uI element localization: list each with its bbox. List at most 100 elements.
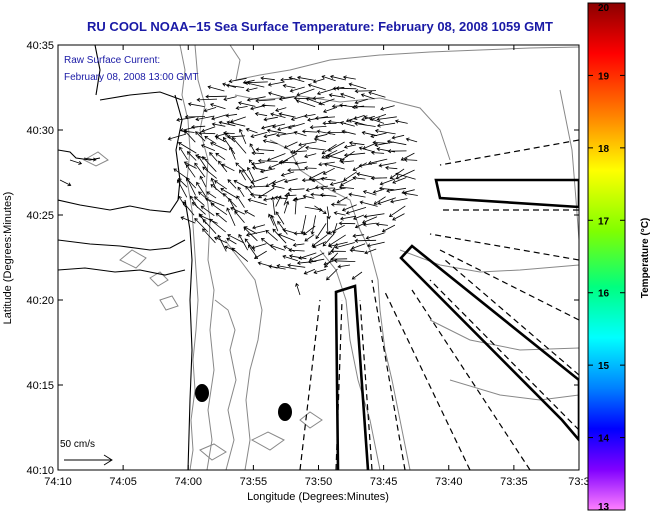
current-vector-arrow <box>247 244 259 259</box>
x-tick-label: 73:3 <box>568 476 589 488</box>
current-vector-arrow <box>244 238 256 252</box>
current-vector-arrow <box>204 197 225 207</box>
current-vector-arrow <box>200 144 216 151</box>
current-vector-arrow <box>380 105 395 111</box>
current-vector-arrow <box>310 192 326 197</box>
current-vector-arrow <box>374 141 395 147</box>
current-vector-arrow <box>278 112 296 118</box>
current-vector-arrow <box>322 121 337 126</box>
current-vector-arrow <box>226 134 245 139</box>
x-tick-label: 74:05 <box>109 476 137 488</box>
current-vector-arrow <box>269 244 285 251</box>
current-vector-arrow <box>330 202 347 207</box>
current-vector-arrow <box>307 83 326 91</box>
current-vector-arrow <box>278 160 296 165</box>
current-vector-arrow <box>295 99 316 108</box>
current-vector-arrow <box>190 124 206 130</box>
current-vector-arrow <box>229 146 236 160</box>
current-vector-arrow <box>328 224 345 235</box>
current-vector-arrow <box>301 129 318 134</box>
current-vector-arrow <box>260 124 276 130</box>
current-vector-arrow <box>337 264 351 269</box>
current-vector-arrow <box>321 75 336 82</box>
current-vector-arrow <box>362 190 377 196</box>
current-vector-arrow <box>354 98 368 105</box>
current-vector-arrow <box>313 268 327 275</box>
current-vector-arrow <box>375 222 388 227</box>
current-vector-arrow <box>387 149 407 154</box>
colorbar-tick-label: 15 <box>598 361 610 372</box>
current-vector-arrow <box>314 185 329 190</box>
current-vector-arrow <box>293 130 307 137</box>
current-vector-arrow <box>296 260 317 265</box>
current-vector-arrow <box>323 162 345 170</box>
current-vector-arrow <box>341 129 356 135</box>
current-vector-arrow <box>263 133 277 139</box>
current-vector-arrow <box>289 149 308 155</box>
current-vector-arrow <box>392 213 405 221</box>
surface-current-vectors <box>59 74 418 296</box>
y-tick-label: 40:35 <box>26 40 54 52</box>
current-vector-arrow <box>348 141 365 146</box>
current-vector-arrow <box>363 115 385 124</box>
current-vector-arrow <box>295 282 301 296</box>
current-vector-arrow <box>255 147 275 152</box>
current-vector-arrow <box>198 131 216 136</box>
current-vector-arrow <box>313 137 327 143</box>
current-vector-arrow <box>180 216 196 224</box>
current-vector-arrow <box>321 149 338 159</box>
current-vector-arrow <box>333 211 346 216</box>
current-vector-arrow <box>352 233 365 238</box>
current-vector-arrow <box>193 196 205 206</box>
current-vector-arrow <box>301 178 317 183</box>
current-vector-arrow <box>202 166 217 179</box>
colorbar-tick-label: 20 <box>598 3 610 14</box>
current-vector-arrow <box>186 177 196 196</box>
current-vector-arrow <box>238 233 249 251</box>
current-vector-arrow <box>288 248 305 253</box>
current-vector-arrow <box>390 198 408 204</box>
current-vector-arrow <box>320 186 335 191</box>
current-vector-arrow <box>282 228 295 234</box>
current-vector-arrow <box>316 129 336 135</box>
current-vector-arrow <box>252 224 266 230</box>
current-vector-arrow <box>334 242 355 250</box>
colorbar-tick-label: 18 <box>598 144 610 155</box>
current-vector-arrow <box>385 165 398 170</box>
x-tick-label: 74:10 <box>44 476 72 488</box>
colorbar-tick-label: 13 <box>598 502 610 513</box>
current-vector-arrow <box>249 192 268 197</box>
current-vector-arrow <box>377 197 396 205</box>
current-note-line2: February 08, 2008 13:00 GMT <box>64 72 199 83</box>
current-vector-arrow <box>361 130 378 137</box>
current-vector-arrow <box>225 83 245 88</box>
current-vector-arrow <box>319 193 337 198</box>
current-vector-arrow <box>268 213 275 226</box>
current-vector-arrow <box>195 131 206 142</box>
current-vector-arrow <box>370 176 388 181</box>
current-vector-arrow <box>195 115 215 122</box>
current-vector-arrow <box>238 128 247 145</box>
current-vector-arrow <box>379 178 396 186</box>
current-vector-arrow <box>237 186 245 198</box>
x-tick-label: 73:40 <box>435 476 463 488</box>
y-tick-label: 40:20 <box>26 295 54 307</box>
current-vector-arrow <box>249 143 257 154</box>
current-vector-arrow <box>220 188 238 199</box>
shipping-channels <box>334 178 579 470</box>
current-vector-arrow <box>251 151 265 156</box>
current-vector-arrow <box>364 248 377 255</box>
current-vector-arrow <box>205 94 227 99</box>
current-vector-arrow <box>354 238 377 243</box>
current-vector-arrow <box>200 205 215 217</box>
current-vector-arrow <box>221 163 235 172</box>
current-vector-arrow <box>294 161 307 166</box>
current-vector-arrow <box>243 226 258 242</box>
current-vector-arrow <box>215 152 226 161</box>
current-vector-arrow <box>376 116 397 122</box>
colorbar-tick-label: 19 <box>598 71 610 82</box>
y-axis-label: Latitude (Degrees:Minutes) <box>2 192 14 325</box>
current-vector-arrow <box>340 92 356 99</box>
current-vector-arrow <box>323 259 336 266</box>
current-vector-arrow <box>345 207 367 215</box>
